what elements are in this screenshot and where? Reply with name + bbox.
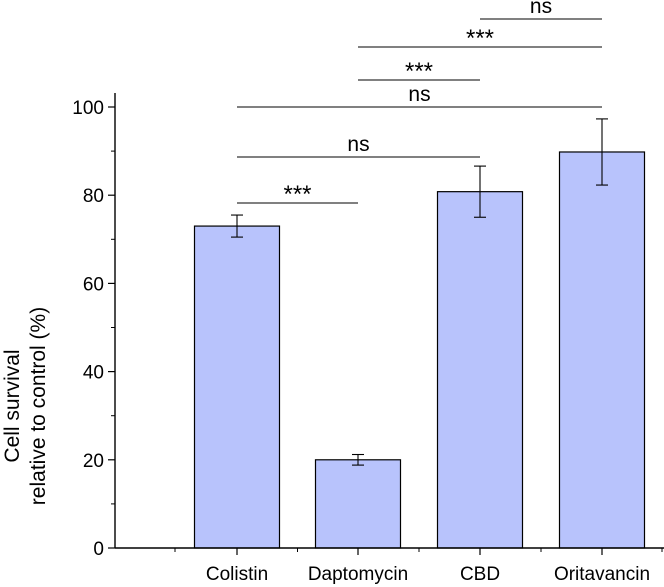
y-tick-label-20: 20 [83, 451, 104, 472]
sig-label: ns [530, 0, 552, 18]
y-tick-label-40: 40 [83, 363, 104, 384]
x-tick-label-cbd: CBD [460, 564, 500, 585]
y-axis-title-line-1: Cell survival [1, 349, 24, 462]
y-tick-label-100: 100 [72, 98, 104, 119]
y-tick-label-80: 80 [83, 186, 104, 207]
sig-label: *** [466, 25, 494, 52]
bar-colistin [193, 225, 281, 549]
sig-0-3: ns [237, 83, 602, 108]
bar-cbd [436, 191, 524, 549]
sig-2-3: ns [480, 0, 602, 20]
sig-label: *** [283, 181, 311, 208]
error-bar-cbd [474, 165, 486, 218]
y-tick-label-0: 0 [93, 539, 104, 560]
x-tick-label-daptomycin: Daptomycin [308, 564, 408, 585]
sig-label: *** [405, 58, 433, 85]
sig-label: ns [408, 83, 430, 106]
axes: 0 20 40 60 80 100 Colistin Daptomycin CBD Oritava… [72, 93, 664, 585]
error-bar-oritavancin [596, 118, 608, 186]
x-tick-label-colistin: Colistin [206, 564, 268, 585]
sig-1-2: *** [358, 58, 480, 85]
x-tick-label-oritavancin: Oritavancin [554, 564, 650, 585]
error-bar-colistin [231, 214, 243, 238]
sig-0-2: ns [237, 133, 480, 158]
y-axis-title-line-2: relative to control (%) [27, 307, 50, 505]
sig-label: ns [347, 133, 369, 156]
error-bar-daptomycin [352, 453, 364, 466]
y-tick-label-60: 60 [83, 274, 104, 295]
bar-oritavancin [558, 151, 646, 549]
bars [193, 151, 646, 549]
sig-1-3: *** [358, 25, 602, 52]
y-axis-title: Cell survival relative to control (%) [1, 307, 50, 505]
sig-0-1: *** [237, 181, 358, 208]
error-bars [231, 118, 608, 466]
bar-daptomycin [314, 459, 402, 549]
